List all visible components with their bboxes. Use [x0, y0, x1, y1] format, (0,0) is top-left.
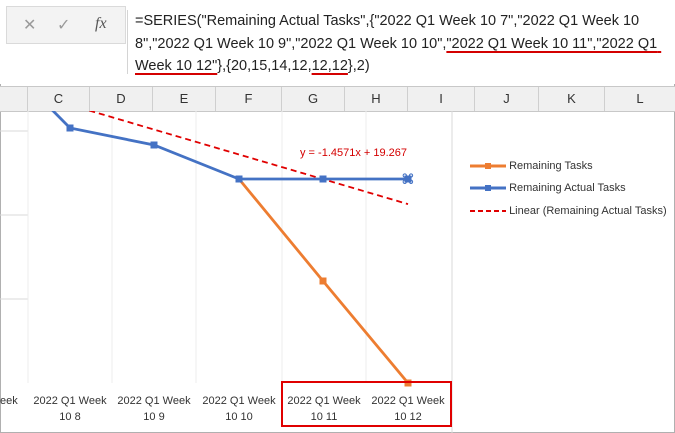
formula-part: },{20,15,14,12,	[217, 58, 312, 74]
legend-item-linear-trend[interactable]: Linear (Remaining Actual Tasks)	[470, 205, 667, 217]
highlight-box	[281, 381, 452, 427]
column-header-k[interactable]: K	[539, 87, 605, 111]
column-header-partial[interactable]	[0, 87, 28, 111]
column-header-d[interactable]: D	[90, 87, 153, 111]
trendline-equation: y = -1.4571x + 19.267	[300, 147, 408, 159]
trendline	[87, 111, 409, 205]
x-axis-label: 2022 Q1 Week 10 10	[202, 395, 276, 423]
data-point	[404, 175, 412, 183]
formula-part: },2)	[347, 58, 370, 74]
legend-label: Remaining Tasks	[509, 160, 593, 172]
column-header-j[interactable]: J	[475, 87, 539, 111]
x-axis-label: 2022 Q1 Week 10 11	[287, 395, 361, 423]
fx-icon[interactable]: fx	[95, 15, 107, 32]
legend-item-remaining-tasks[interactable]: Remaining Tasks	[470, 160, 593, 172]
formula-highlight-values: 12,12	[311, 58, 348, 74]
formula-input[interactable]: =SERIES("Remaining Actual Tasks",{"2022 …	[135, 10, 667, 78]
x-axis-label-partial: eek	[0, 395, 18, 407]
column-header-f[interactable]: F	[216, 87, 282, 111]
legend-swatch-orange	[470, 163, 506, 170]
legend-swatch-dashed-red	[470, 210, 506, 213]
enter-icon[interactable]: ✓	[57, 17, 71, 34]
column-header-h[interactable]: H	[345, 87, 408, 111]
column-header-c[interactable]: C	[28, 87, 90, 111]
cancel-icon[interactable]: ✕	[23, 17, 37, 34]
line-chart[interactable]: ⌘	[0, 111, 675, 433]
column-header-g[interactable]: G	[282, 87, 345, 111]
column-header-e[interactable]: E	[153, 87, 216, 111]
formula-separator	[127, 10, 128, 74]
column-header-l[interactable]: L	[636, 91, 644, 106]
legend-label: Linear (Remaining Actual Tasks)	[509, 205, 667, 217]
x-axis-label: 2022 Q1 Week 10 12	[371, 395, 445, 423]
legend-label: Remaining Actual Tasks	[509, 182, 626, 194]
data-point	[319, 175, 327, 183]
x-axis-label: 2022 Q1 Week 10 8	[33, 395, 107, 423]
data-point	[66, 124, 74, 132]
formula-buttons: ✕ ✓ fx	[6, 6, 126, 44]
formula-highlight-categories: "2022 Q1 Week 10 11","2022 Q1 Week 10 12…	[135, 35, 662, 75]
legend-item-remaining-actual-tasks[interactable]: Remaining Actual Tasks	[470, 182, 626, 194]
column-header-row: C D E F G H I J K L	[0, 86, 675, 112]
x-axis-label: 2022 Q1 Week 10 9	[117, 395, 191, 423]
series-line-remaining-actual-tasks	[51, 111, 408, 181]
data-point	[150, 141, 158, 149]
formula-part: =SERIES("Remaining Actual Tasks",{"2022 …	[135, 13, 644, 52]
data-point	[235, 175, 243, 183]
formula-bar: ✕ ✓ fx =SERIES("Remaining Actual Tasks",…	[0, 0, 675, 84]
selection-handle-icon: ⌘	[401, 172, 415, 188]
column-header-i[interactable]: I	[408, 87, 475, 111]
data-point	[404, 379, 412, 387]
data-point	[319, 277, 327, 285]
legend-swatch-blue	[470, 185, 506, 192]
